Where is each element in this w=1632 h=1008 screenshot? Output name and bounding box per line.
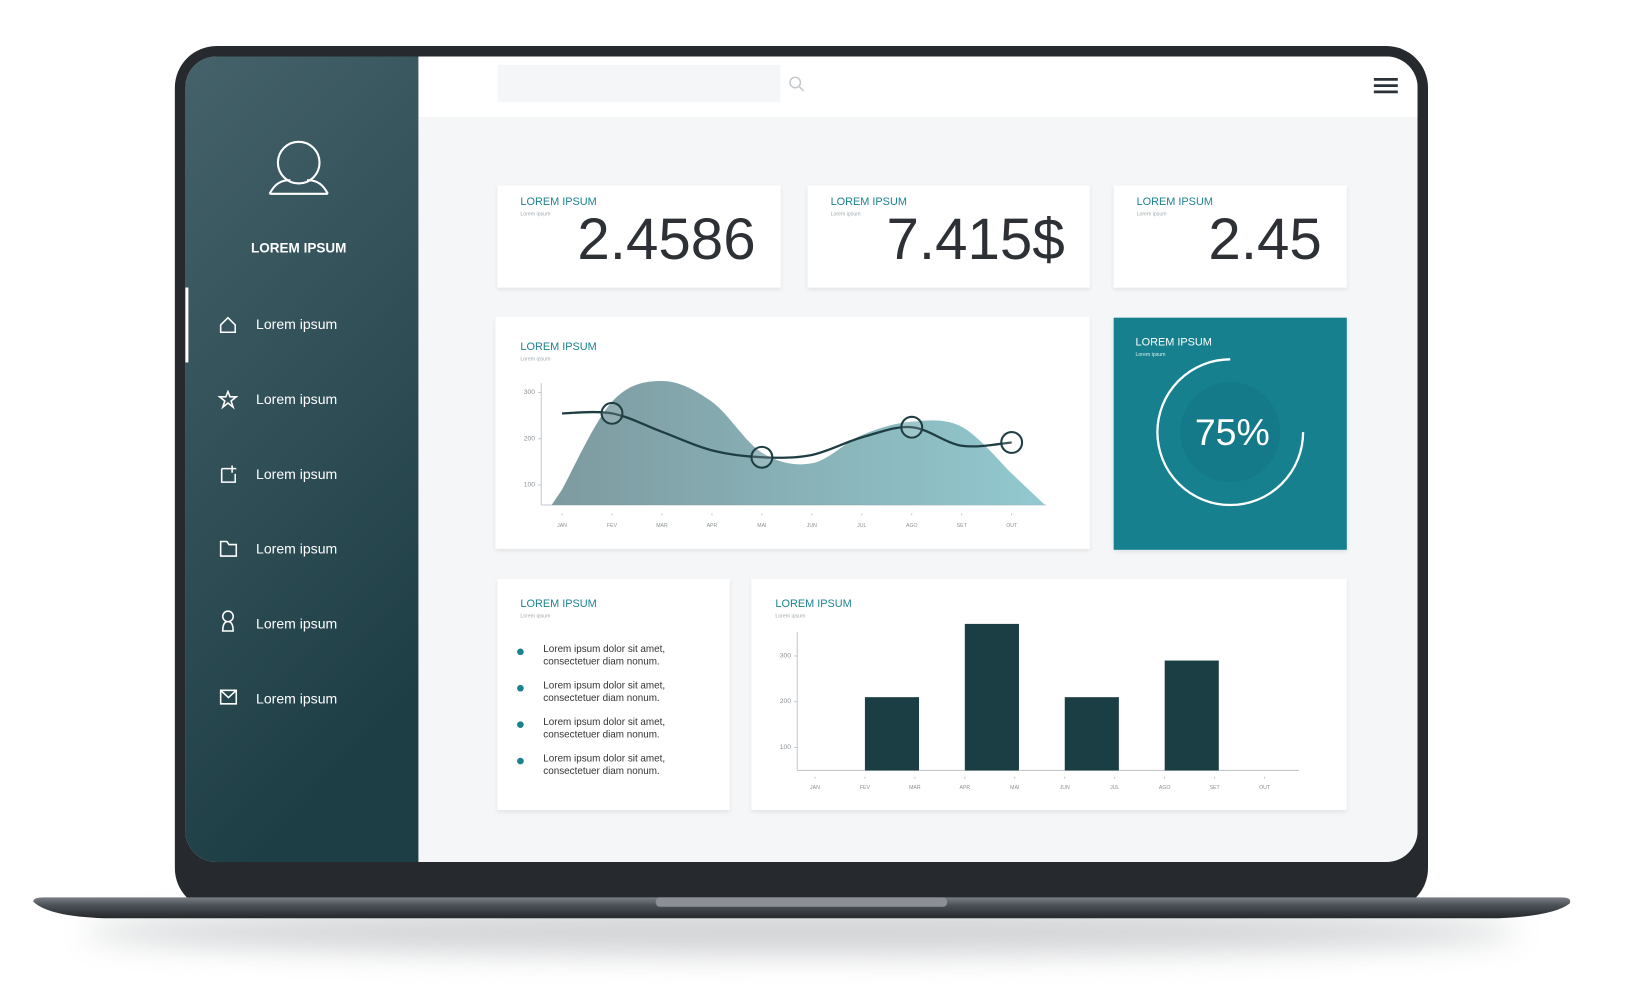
list-text: consectetuer diam nonum. <box>543 730 659 741</box>
card <box>807 185 1090 288</box>
shadow <box>83 908 1520 955</box>
x-tick-label: APR <box>960 785 971 791</box>
card-title: LOREM IPSUM <box>520 598 596 610</box>
card-title: LOREM IPSUM <box>1137 196 1213 208</box>
sidebar <box>185 56 419 863</box>
card-subtitle: Lorem ipsum <box>1137 212 1167 218</box>
bullet <box>517 757 524 765</box>
x-tick-label: APR <box>707 523 718 529</box>
list-text: Lorem ipsum dolor sit amet, <box>543 717 665 728</box>
area <box>551 380 1045 506</box>
menu-icon[interactable] <box>1373 77 1398 94</box>
base <box>33 897 1571 919</box>
card <box>497 185 781 288</box>
x-tick-label: OUT <box>1006 523 1018 529</box>
x-tick-label: FEV <box>607 523 618 529</box>
point-marker <box>1000 431 1024 454</box>
y-tick-label: 200 <box>524 435 536 442</box>
line <box>562 410 1012 459</box>
list-text: Lorem ipsum dolor sit amet, <box>543 753 665 764</box>
x-tick-label: MAI <box>757 523 766 529</box>
x-tick-label: JUL <box>857 523 866 529</box>
stat-value: 2.45 <box>1208 207 1321 272</box>
y-tick-label: 300 <box>524 389 536 396</box>
nav-item[interactable]: Lorem ipsum <box>256 391 337 407</box>
point-marker <box>750 445 774 469</box>
stat-value: 2.4586 <box>577 207 755 272</box>
card-subtitle: Lorem ipsum <box>520 356 550 362</box>
nav-item[interactable]: Lorem ipsum <box>256 466 337 482</box>
point-marker <box>600 401 624 425</box>
bullet <box>517 721 524 728</box>
x-tick-label: MAI <box>1010 785 1019 791</box>
card-subtitle: Lorem ipsum <box>1136 352 1166 358</box>
x-tick-label: JUL <box>1110 785 1119 791</box>
bar <box>864 697 920 771</box>
card-title: LOREM IPSUM <box>831 196 907 208</box>
list-text: consectetuer diam nonum. <box>543 657 659 668</box>
card-subtitle: Lorem ipsum <box>520 212 550 218</box>
card-title: LOREM IPSUM <box>520 341 596 353</box>
x-tick-label: FEV <box>860 785 871 791</box>
nav-item[interactable]: Lorem ipsum <box>256 616 337 632</box>
list-text: consectetuer diam nonum. <box>543 693 659 704</box>
gauge-arc <box>1156 358 1305 507</box>
list-text: consectetuer diam nonum. <box>543 766 659 777</box>
x-tick-label: AGO <box>1159 785 1171 791</box>
card-title: LOREM IPSUM <box>1136 337 1212 349</box>
card <box>751 578 1347 810</box>
card-subtitle: Lorem ipsum <box>520 613 550 619</box>
card <box>1113 185 1347 288</box>
x-tick-label: JAN <box>810 785 820 791</box>
x-tick-label: JUN <box>1060 785 1070 791</box>
x-tick-label: AGO <box>906 523 918 529</box>
list-text: Lorem ipsum dolor sit amet, <box>543 681 665 692</box>
nav-item[interactable]: Lorem ipsum <box>256 691 337 707</box>
y-tick-label: 200 <box>780 698 792 705</box>
card <box>497 578 730 810</box>
x-tick-label: MAR <box>909 785 921 791</box>
point-marker <box>900 415 924 439</box>
card-title: LOREM IPSUM <box>520 196 596 208</box>
search-icon[interactable] <box>789 76 805 92</box>
x-tick-label: MAR <box>656 523 668 529</box>
bar <box>1164 660 1219 771</box>
x-tick-label: JUN <box>807 523 817 529</box>
x-tick-label: SET <box>1210 785 1221 791</box>
gauge-label: 75% <box>1195 411 1270 453</box>
nav-item[interactable]: Lorem ipsum <box>256 316 337 332</box>
y-tick-label: 100 <box>780 744 792 751</box>
card-subtitle: Lorem ipsum <box>775 613 805 619</box>
notch <box>655 897 948 907</box>
bar <box>964 623 1019 771</box>
x-tick-label: JAN <box>557 523 567 529</box>
gauge-inner <box>1180 382 1281 483</box>
nav-icons <box>217 316 239 705</box>
x-tick-label: SET <box>957 523 968 529</box>
dashboard: Lorem ipsum Lorem ipsum Lorem ipsum Lorem i… <box>256 185 1347 810</box>
x-tick-label: OUT <box>1259 785 1271 791</box>
list-text: Lorem ipsum dolor sit amet, <box>543 644 665 655</box>
user-name: LOREM IPSUM <box>251 240 346 255</box>
card-title: LOREM IPSUM <box>775 598 851 610</box>
user-icon <box>268 140 329 195</box>
bullet <box>517 648 524 656</box>
search-box[interactable] <box>497 64 781 103</box>
active-indicator <box>185 287 189 363</box>
y-tick-label: 300 <box>780 652 792 659</box>
y-tick-label: 100 <box>524 482 536 489</box>
nav-item[interactable]: Lorem ipsum <box>256 541 337 557</box>
stat-value: 7.415$ <box>887 207 1065 272</box>
card-subtitle: Lorem ipsum <box>831 212 861 218</box>
bullet <box>517 684 524 692</box>
bar <box>1064 697 1119 771</box>
